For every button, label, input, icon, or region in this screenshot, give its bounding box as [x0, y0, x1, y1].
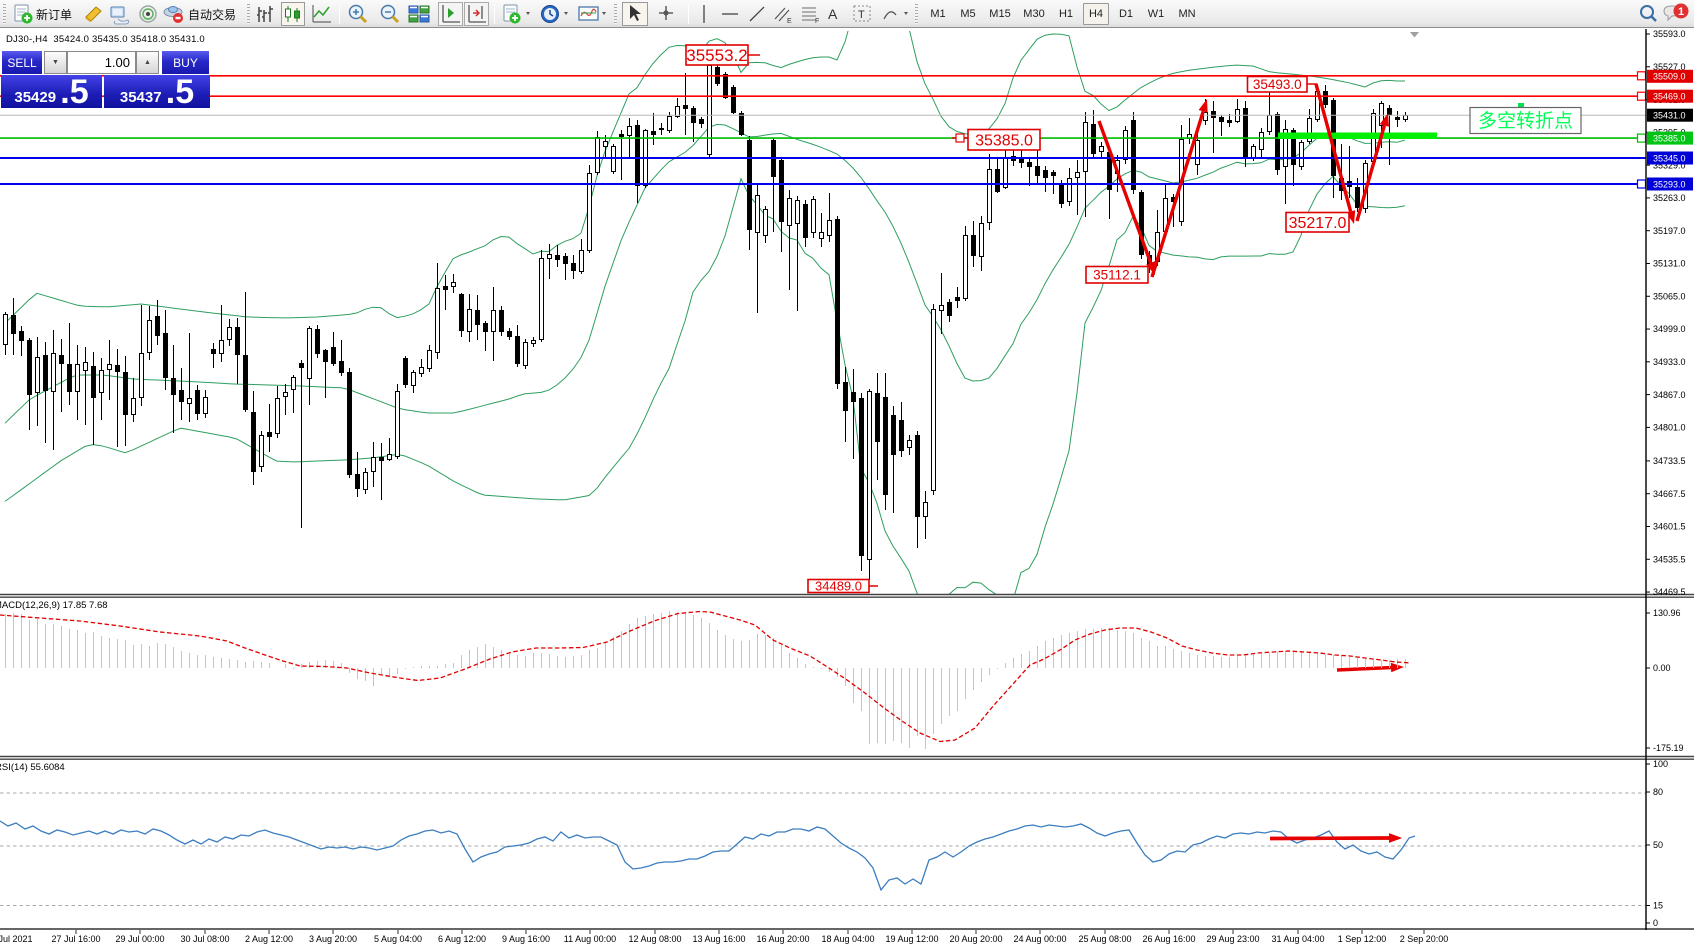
svg-text:35263.0: 35263.0 — [1653, 193, 1686, 203]
svg-text:1: 1 — [1678, 6, 1684, 18]
svg-text:35385.0: 35385.0 — [1653, 134, 1686, 144]
svg-text:6 Aug 12:00: 6 Aug 12:00 — [438, 934, 486, 944]
svg-text:3 Aug 20:00: 3 Aug 20:00 — [309, 934, 357, 944]
svg-text:35431.0: 35431.0 — [1653, 111, 1686, 121]
svg-text:35553.2: 35553.2 — [686, 46, 747, 65]
svg-text:RSI(14) 55.6084: RSI(14) 55.6084 — [0, 762, 65, 773]
svg-text:35527.0: 35527.0 — [1653, 62, 1686, 72]
svg-text:35131.0: 35131.0 — [1653, 259, 1686, 269]
svg-text:34867.0: 34867.0 — [1653, 390, 1686, 400]
svg-text:34535.5: 34535.5 — [1653, 554, 1686, 564]
svg-text:35112.1: 35112.1 — [1093, 268, 1141, 283]
svg-text:35509.0: 35509.0 — [1653, 72, 1686, 82]
svg-text:25 Aug 08:00: 25 Aug 08:00 — [1078, 934, 1131, 944]
svg-text:31 Aug 04:00: 31 Aug 04:00 — [1271, 934, 1324, 944]
svg-text:-175.19: -175.19 — [1653, 743, 1684, 753]
svg-text:13 Aug 16:00: 13 Aug 16:00 — [692, 934, 745, 944]
svg-text:50: 50 — [1653, 840, 1663, 850]
svg-text:26 Aug 16:00: 26 Aug 16:00 — [1142, 934, 1195, 944]
svg-text:34999.0: 34999.0 — [1653, 324, 1686, 334]
svg-text:35197.0: 35197.0 — [1653, 226, 1686, 236]
svg-text:35217.0: 35217.0 — [1289, 215, 1347, 232]
svg-text:E: E — [787, 18, 792, 25]
svg-text:29 Jul 00:00: 29 Jul 00:00 — [115, 934, 164, 944]
svg-text:30 Jul 08:00: 30 Jul 08:00 — [180, 934, 229, 944]
svg-text:多空转折点: 多空转折点 — [1478, 110, 1573, 132]
svg-text:80: 80 — [1653, 787, 1663, 797]
svg-text:MACD(12,26,9) 17.85 7.68: MACD(12,26,9) 17.85 7.68 — [0, 600, 108, 611]
svg-text:T: T — [858, 9, 865, 21]
svg-text:34469.5: 34469.5 — [1653, 587, 1686, 597]
svg-text:29 Aug 23:00: 29 Aug 23:00 — [1206, 934, 1259, 944]
svg-text:34667.5: 34667.5 — [1653, 489, 1686, 499]
svg-text:34733.5: 34733.5 — [1653, 456, 1686, 466]
svg-text:27 Jul 16:00: 27 Jul 16:00 — [51, 934, 100, 944]
svg-text:100: 100 — [1653, 759, 1668, 769]
svg-text:35329.0: 35329.0 — [1653, 160, 1686, 170]
svg-text:20 Aug 20:00: 20 Aug 20:00 — [949, 934, 1002, 944]
svg-text:34801.0: 34801.0 — [1653, 423, 1686, 433]
svg-text:35065.0: 35065.0 — [1653, 291, 1686, 301]
svg-text:35493.0: 35493.0 — [1253, 77, 1302, 92]
svg-text:15: 15 — [1653, 901, 1663, 911]
svg-text:16 Aug 20:00: 16 Aug 20:00 — [756, 934, 809, 944]
svg-text:35385.0: 35385.0 — [975, 133, 1033, 150]
svg-text:35293.0: 35293.0 — [1653, 179, 1686, 189]
svg-text:0: 0 — [1653, 918, 1658, 928]
svg-text:26 Jul 2021: 26 Jul 2021 — [0, 934, 33, 944]
svg-text:19 Aug 12:00: 19 Aug 12:00 — [885, 934, 938, 944]
svg-text:12 Aug 08:00: 12 Aug 08:00 — [628, 934, 681, 944]
svg-text:18 Aug 04:00: 18 Aug 04:00 — [821, 934, 874, 944]
svg-text:34489.0: 34489.0 — [815, 579, 862, 594]
svg-text:1 Sep 12:00: 1 Sep 12:00 — [1338, 934, 1387, 944]
svg-text:11 Aug 00:00: 11 Aug 00:00 — [564, 934, 616, 944]
svg-text:35345.0: 35345.0 — [1653, 153, 1686, 163]
svg-text:24 Aug 00:00: 24 Aug 00:00 — [1013, 934, 1066, 944]
svg-text:2 Sep 20:00: 2 Sep 20:00 — [1400, 934, 1449, 944]
svg-text:5 Aug 04:00: 5 Aug 04:00 — [374, 934, 422, 944]
svg-text:35469.0: 35469.0 — [1653, 92, 1686, 102]
svg-text:35593.0: 35593.0 — [1653, 29, 1686, 39]
svg-text:34601.5: 34601.5 — [1653, 522, 1686, 532]
svg-text:34933.0: 34933.0 — [1653, 357, 1686, 367]
svg-text:0.00: 0.00 — [1653, 663, 1671, 673]
svg-text:9 Aug 16:00: 9 Aug 16:00 — [502, 934, 550, 944]
svg-text:130.96: 130.96 — [1653, 608, 1681, 618]
svg-text:2 Aug 12:00: 2 Aug 12:00 — [245, 934, 293, 944]
svg-text:F: F — [815, 18, 819, 25]
